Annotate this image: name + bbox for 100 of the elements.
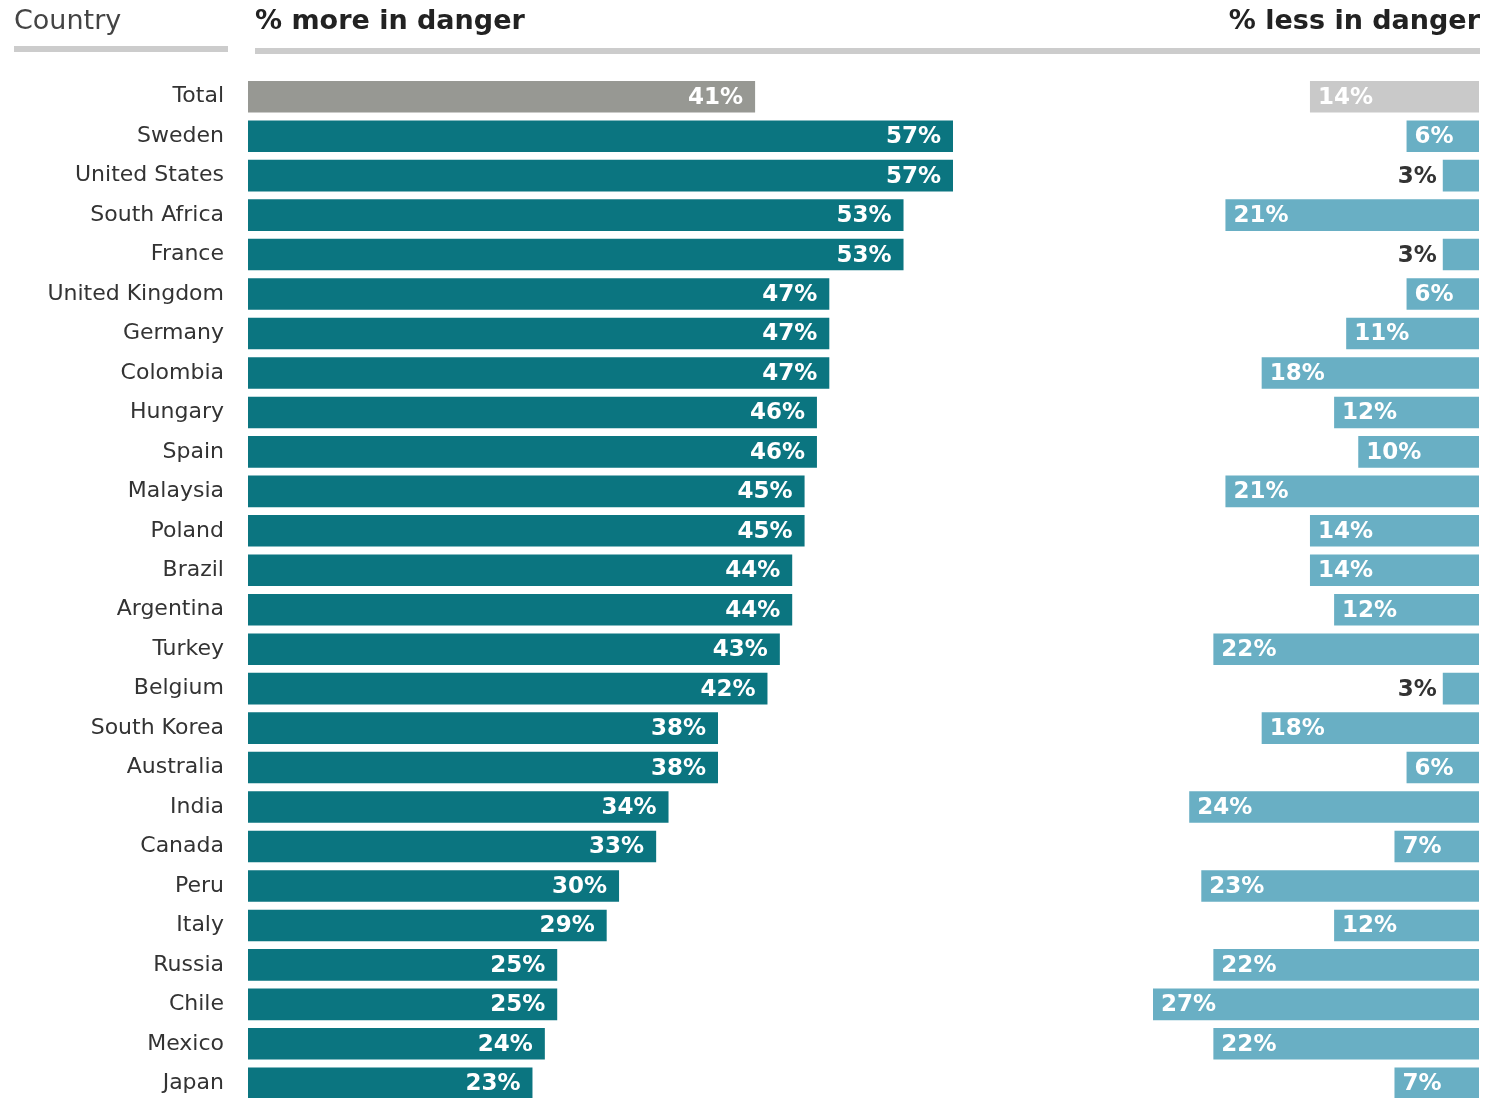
- y-tick-label: Russia: [153, 950, 224, 976]
- bar: [248, 199, 904, 231]
- bar: [1261, 712, 1479, 744]
- data-label: 21%: [1233, 201, 1289, 228]
- bar: [248, 159, 953, 192]
- bar: [248, 1028, 545, 1060]
- y-tick-label: Colombia: [120, 358, 224, 384]
- y-tick-label: Turkey: [151, 634, 224, 660]
- data-label: 30%: [551, 871, 608, 898]
- data-label: 27%: [1161, 990, 1217, 1017]
- y-tick-label: Argentina: [116, 595, 224, 621]
- bar: [248, 791, 669, 823]
- bar: [248, 870, 620, 902]
- y-tick-label: Hungary: [130, 398, 224, 424]
- y-tick-label: Spain: [162, 437, 224, 463]
- bar: [248, 554, 793, 587]
- data-label: 18%: [1269, 358, 1325, 385]
- bar: [1309, 80, 1479, 113]
- bar: [248, 751, 718, 784]
- y-tick-label: Total: [171, 82, 224, 108]
- data-label: 14%: [1317, 556, 1374, 583]
- y-tick-label: Malaysia: [127, 477, 224, 503]
- y-tick-label: Peru: [174, 871, 224, 897]
- bar: [1153, 988, 1479, 1021]
- bar: [248, 357, 830, 389]
- bar: [1309, 515, 1479, 547]
- data-label: 25%: [490, 950, 546, 977]
- data-label: 23%: [465, 1069, 521, 1096]
- data-label: 46%: [749, 398, 805, 425]
- bar: [1213, 633, 1479, 665]
- bar: [1334, 593, 1479, 626]
- data-label: 29%: [539, 911, 595, 938]
- bar: [1442, 159, 1479, 192]
- data-label: 25%: [490, 990, 546, 1017]
- bar: [248, 475, 805, 508]
- data-label: 38%: [650, 753, 706, 780]
- data-label: 12%: [1342, 911, 1398, 938]
- data-label: 3%: [1397, 240, 1437, 267]
- data-label: 53%: [836, 201, 892, 228]
- data-label: 57%: [885, 161, 941, 188]
- bar: [1213, 1028, 1479, 1060]
- y-tick-label: Sweden: [137, 121, 224, 147]
- bar: [248, 672, 768, 705]
- data-label: 22%: [1221, 1029, 1277, 1056]
- bar: [248, 712, 718, 744]
- data-label: 21%: [1233, 477, 1289, 504]
- data-label: 57%: [885, 122, 941, 149]
- y-tick-label: Australia: [126, 753, 224, 779]
- data-label: 41%: [688, 82, 744, 109]
- data-label: 47%: [762, 280, 818, 307]
- bar: [1225, 475, 1479, 508]
- data-label: 18%: [1269, 714, 1325, 741]
- data-label: 22%: [1221, 635, 1277, 662]
- y-tick-label: Japan: [160, 1068, 224, 1094]
- data-label: 38%: [650, 714, 706, 741]
- y-tick-label: South Africa: [90, 200, 224, 226]
- y-axis-title: Country: [14, 4, 122, 35]
- data-label: 23%: [1209, 871, 1265, 898]
- data-label: 45%: [737, 477, 793, 504]
- bar: [248, 120, 953, 152]
- bar: [1261, 357, 1479, 389]
- y-tick-label: South Korea: [90, 713, 224, 739]
- bar: [1201, 870, 1479, 902]
- data-label: 42%: [700, 674, 756, 701]
- bar: [1309, 554, 1479, 587]
- bar: [1394, 1067, 1479, 1098]
- data-label: 3%: [1397, 161, 1437, 188]
- bar: [248, 80, 756, 113]
- data-label: 6%: [1414, 122, 1454, 149]
- y-tick-label: Chile: [168, 990, 224, 1016]
- bar: [248, 1067, 533, 1098]
- y-tick-label: France: [150, 240, 224, 266]
- data-label: 6%: [1414, 753, 1454, 780]
- y-tick-label: Belgium: [133, 674, 224, 700]
- bar: [248, 949, 558, 981]
- data-label: 34%: [601, 793, 657, 820]
- data-label: 22%: [1221, 950, 1277, 977]
- y-tick-label: Brazil: [162, 555, 224, 581]
- data-label: 12%: [1342, 595, 1398, 622]
- data-label: 45%: [737, 516, 793, 543]
- y-tick-label: Mexico: [147, 1029, 224, 1055]
- data-label: 11%: [1354, 319, 1410, 346]
- data-label: 44%: [725, 556, 781, 583]
- data-label: 47%: [762, 358, 818, 385]
- data-label: 12%: [1342, 398, 1398, 425]
- chart-title: % more in danger: [255, 4, 525, 35]
- bar: [248, 593, 793, 626]
- bar: [248, 633, 780, 665]
- data-label: 3%: [1397, 674, 1437, 701]
- y-tick-label: Germany: [122, 319, 224, 345]
- y-tick-label: India: [170, 792, 224, 818]
- bar: [1442, 672, 1479, 705]
- data-label: 46%: [749, 437, 805, 464]
- data-label: 6%: [1414, 280, 1454, 307]
- y-tick-label: Canada: [140, 832, 224, 858]
- data-label: 7%: [1402, 1069, 1442, 1096]
- bar: [1442, 238, 1479, 271]
- data-label: 24%: [1197, 793, 1253, 820]
- y-tick-label: Italy: [176, 911, 224, 937]
- bar: [248, 436, 817, 468]
